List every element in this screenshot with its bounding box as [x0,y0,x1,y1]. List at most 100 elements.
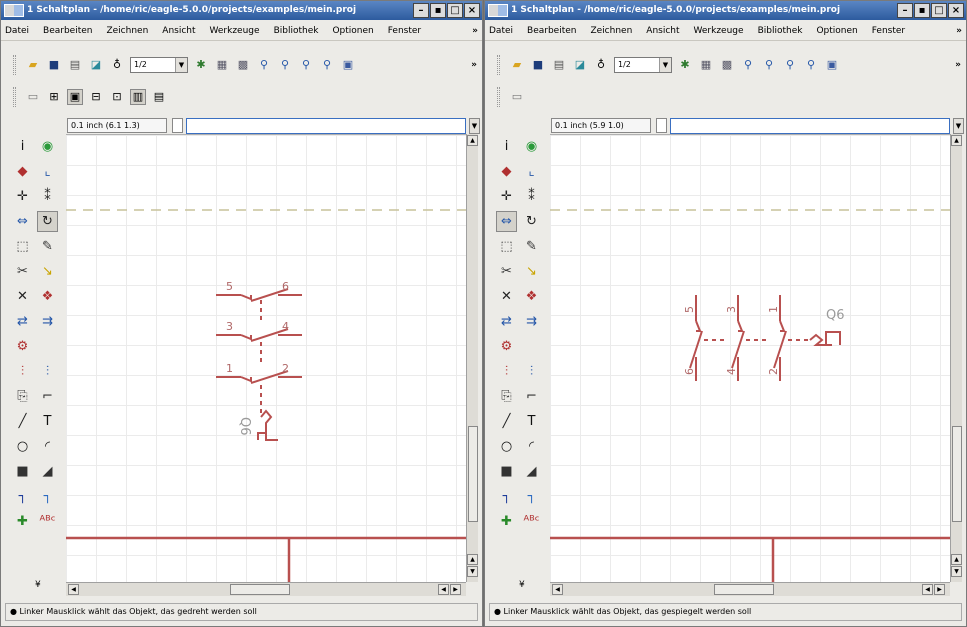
name-icon[interactable]: ⚙ [16,339,29,354]
menu-werkzeuge[interactable]: Werkzeuge [693,25,744,36]
style-3-icon[interactable]: ⊟ [91,90,101,103]
toolbar-grip[interactable] [13,55,16,75]
display-icon[interactable]: ◆ [17,164,28,179]
title-bar[interactable]: 1 Schaltplan - /home/ric/eagle-5.0.0/pro… [1,1,482,20]
vertical-scrollbar[interactable]: ▲ ▲ ▼ [950,134,962,582]
replace-icon[interactable]: ⇉ [526,314,537,329]
menu-bearbeiten[interactable]: Bearbeiten [527,25,577,36]
cam-icon[interactable]: ◪ [574,58,586,71]
scroll-right-button[interactable]: ▶ [934,584,945,595]
menu-datei[interactable]: Datei [5,25,30,36]
part-q6-mirrored[interactable] [689,295,841,381]
zoom-in-icon[interactable]: ⚲ [280,58,290,71]
scroll-right-button[interactable]: ▶ [450,584,461,595]
layer-icon[interactable]: ▭ [511,90,523,103]
menu-werkzeuge[interactable]: Werkzeuge [209,25,260,36]
redraw-icon[interactable]: ⚲ [322,58,332,71]
copy-icon[interactable]: ⁑ [528,189,535,204]
mark-icon[interactable]: ⌞ [528,164,535,179]
script-icon[interactable]: ▩ [237,58,249,71]
menu-zeichnen[interactable]: Zeichnen [106,25,149,36]
toolbar-grip[interactable] [497,55,500,75]
copy-icon[interactable]: ⁑ [44,189,51,204]
save-icon[interactable]: ■ [48,58,60,71]
schematic-canvas[interactable]: 5 6 3 4 1 2 Q6 [66,134,466,582]
group-icon[interactable]: ⬚ [500,239,513,254]
scroll-up-button[interactable]: ▲ [467,135,478,146]
rect-icon[interactable]: ■ [16,464,29,479]
menu-bearbeiten[interactable]: Bearbeiten [43,25,93,36]
part-q6-rotated[interactable] [216,288,302,441]
sheet-icon[interactable]: ♁ [112,58,122,71]
zoom-fit-icon[interactable]: ⚲ [259,58,269,71]
mirror-icon[interactable]: ⇔ [496,211,517,232]
schematic-canvas[interactable]: 5 3 1 6 4 2 Q6 [550,134,950,582]
vertical-scrollbar[interactable]: ▲ ▲ ▼ [466,134,478,582]
palette-more-icon[interactable]: ¥ [519,580,525,590]
stop-icon[interactable]: ▣ [826,58,838,71]
split-icon[interactable]: ⫶ [504,364,509,379]
value-icon[interactable]: ⌐ [526,389,537,404]
menu-ansicht[interactable]: Ansicht [646,25,680,36]
menu-fenster[interactable]: Fenster [871,25,906,36]
menu-fenster[interactable]: Fenster [387,25,422,36]
menu-zeichnen[interactable]: Zeichnen [590,25,633,36]
show-icon[interactable]: ◉ [41,139,54,154]
redraw-icon[interactable]: ⚲ [806,58,816,71]
mark-icon[interactable]: ⌞ [44,164,51,179]
style-6-icon[interactable]: ▤ [153,90,165,103]
scroll-left-button[interactable]: ◀ [552,584,563,595]
sheet-select[interactable]: 1/2 ▼ [130,57,188,73]
label-icon[interactable]: ᴬᴮᶜ [39,514,56,529]
palette-more-icon[interactable]: ¥ [35,580,41,590]
smash-icon[interactable]: ⎘ [501,389,512,404]
scroll-up-button[interactable]: ▲ [951,135,962,146]
polygon-icon[interactable]: ◢ [526,464,537,479]
close-button[interactable]: × [948,3,964,18]
change-icon[interactable]: ✎ [526,239,537,254]
close-button[interactable]: × [464,3,480,18]
open-icon[interactable]: ▰ [28,58,38,71]
maximize-button[interactable]: □ [931,3,947,18]
menu-bibliothek[interactable]: Bibliothek [757,25,803,36]
bug-icon[interactable]: ✱ [196,58,206,71]
command-input[interactable] [186,118,466,134]
delete-icon[interactable]: ✕ [17,289,28,304]
board-icon[interactable]: ▦ [700,58,712,71]
sheet-icon[interactable]: ♁ [596,58,606,71]
replace-icon[interactable]: ⇉ [42,314,53,329]
paste-icon[interactable]: ↘ [526,264,537,279]
wire-icon[interactable]: ╱ [502,414,511,429]
delete-icon[interactable]: ✕ [501,289,512,304]
wire-icon[interactable]: ╱ [18,414,27,429]
minimize-button[interactable]: – [897,3,913,18]
rotate-icon[interactable]: ↻ [526,214,537,229]
arc-icon[interactable]: ◜ [528,439,535,454]
info-icon[interactable]: i [504,139,509,154]
polygon-icon[interactable]: ◢ [42,464,53,479]
scroll-up-button-2[interactable]: ▲ [951,554,962,565]
split-icon[interactable]: ⫶ [20,364,25,379]
bug-icon[interactable]: ✱ [680,58,690,71]
pinswap-icon[interactable]: ⇄ [17,314,28,329]
app-icon[interactable] [488,4,508,17]
scroll-up-button-2[interactable]: ▲ [467,554,478,565]
name-icon[interactable]: ⚙ [500,339,513,354]
scroll-down-button[interactable]: ▼ [951,566,962,577]
cam-icon[interactable]: ◪ [90,58,102,71]
shade-button[interactable]: ▪ [430,3,446,18]
style-5-icon[interactable]: ▥ [130,89,146,105]
vertical-scroll-thumb[interactable] [468,426,478,522]
scroll-down-button[interactable]: ▼ [467,566,478,577]
label-icon[interactable]: ᴬᴮᶜ [523,514,540,529]
print-icon[interactable]: ▤ [553,58,565,71]
app-icon[interactable] [4,4,24,17]
zoom-fit-icon[interactable]: ⚲ [743,58,753,71]
toolbar-more[interactable]: » [471,60,477,70]
print-icon[interactable]: ▤ [69,58,81,71]
horizontal-scrollbar[interactable]: ◀ ◀ ▶ [66,582,466,596]
title-bar[interactable]: 1 Schaltplan - /home/ric/eagle-5.0.0/pro… [485,1,966,20]
cut-icon[interactable]: ✂ [501,264,512,279]
zoom-in-icon[interactable]: ⚲ [764,58,774,71]
move-icon[interactable]: ✛ [501,189,512,204]
